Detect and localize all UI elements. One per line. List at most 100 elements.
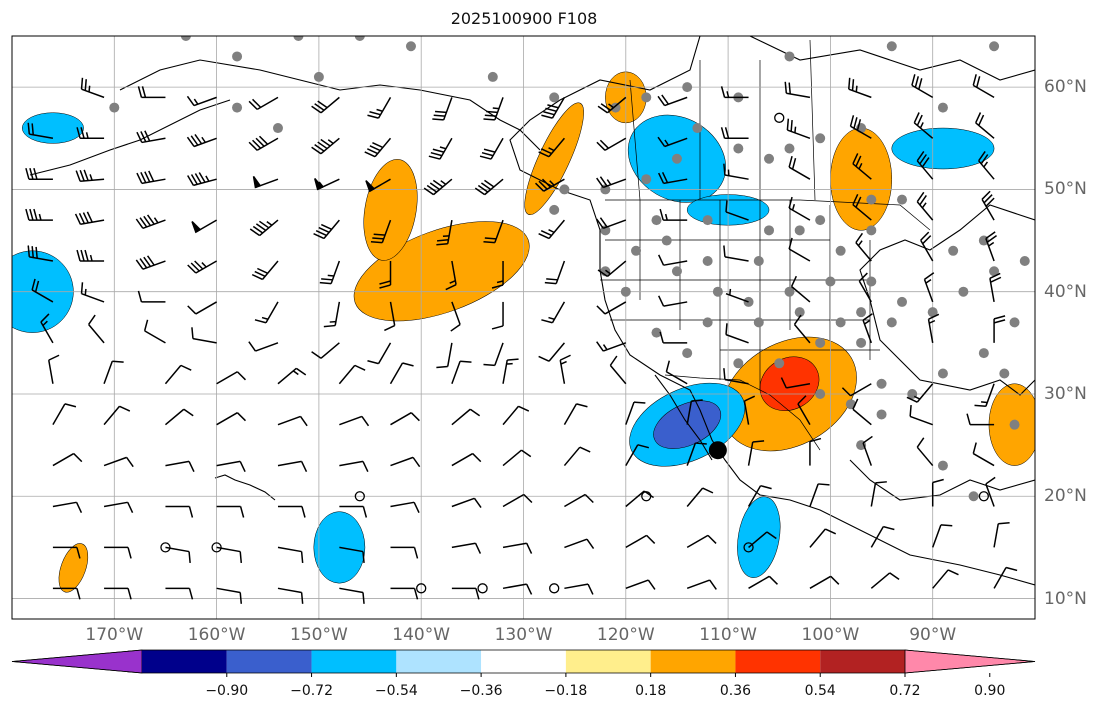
wind-barb [858,272,872,303]
station-dot [937,368,948,379]
station-dot [682,348,693,359]
wind-barb [491,301,504,330]
wind-barb [339,460,369,473]
station-dot [784,143,795,154]
wind-barb [852,153,872,180]
wind-barb [993,566,1018,589]
wind-barb [451,542,482,554]
wind-barb [502,358,519,384]
wind-barb [164,364,192,385]
wind-barb [390,456,421,468]
wind-barb [319,260,341,285]
latitude-label: 50°N [1044,179,1087,200]
wind-barb [483,219,504,244]
wind-barb [277,415,308,427]
wind-barb [164,408,194,426]
latitude-label: 30°N [1044,383,1087,404]
wind-barb [985,476,996,507]
colorbar-tick-label: −0.90 [205,683,249,699]
wind-barb [143,319,166,344]
wind-barb [848,77,872,99]
wind-barb [564,493,594,508]
station-dot [702,256,713,267]
wind-barb [931,478,944,507]
wind-barb [502,493,533,508]
colorbar-extend-high [904,649,1036,674]
wind-barb [216,371,247,385]
wind-barb [790,275,811,303]
station-dot [948,245,959,256]
calm-circle [211,542,222,553]
station-dot [764,153,775,164]
station-dot [794,307,805,318]
wind-barb [389,362,414,385]
station-dot [774,358,785,369]
latitude-label: 40°N [1044,281,1087,302]
station-dot [631,245,642,256]
station-dot [876,378,887,389]
gridlines-layer [12,36,1035,619]
political-borders-layer [600,39,931,451]
wind-barb [136,170,166,185]
station-dot [794,225,805,236]
station-dot [866,276,877,287]
wind-barb [502,542,533,554]
wind-barb [445,260,457,291]
wind-barb [187,301,217,315]
station-dot [109,102,120,113]
colorbar-extend-low [11,649,143,674]
wind-barb [135,214,166,230]
wind-barb [52,403,77,426]
wind-barb [27,245,54,262]
wind-barb [855,232,872,262]
wind-barb [27,122,54,140]
wind-barb [870,525,895,548]
station-dot [815,337,826,348]
wind-barb [538,219,565,240]
wind-barb [76,249,105,262]
wind-barb [916,191,934,221]
station-dot [232,51,243,62]
wind-barb [339,415,370,427]
wind-barb [720,86,749,99]
wind-barb [25,167,53,180]
colorbar-segment [396,650,482,673]
colorbar-segment [142,650,227,673]
wind-barb [104,587,132,600]
wind-barb [743,395,756,425]
wind-barb [216,546,243,563]
station-dot [651,215,662,226]
coastline-gulf [849,459,1035,501]
wind-barb [384,301,396,332]
longitude-label: 150°W [290,625,348,645]
wind-barb [596,137,627,151]
station-dot [835,317,846,328]
wind-barb [596,301,627,315]
colorbar-segment [650,650,736,673]
station-dot [886,41,897,52]
wind-barb [277,367,307,385]
station-dot [702,317,713,328]
station-dot [753,256,764,267]
longitude-label: 130°W [494,625,553,645]
longitude-label: 110°W [699,625,757,645]
wind-barb [841,383,872,397]
wind-barb [367,96,392,119]
wind-barb [993,521,1010,548]
wind-barb [248,341,279,352]
station-dot [671,266,682,277]
wind-barb [625,444,650,466]
wind-barb [723,368,749,385]
wind-barb [544,260,566,285]
coastline-canada-arctic [749,36,1035,81]
wind-barb [451,587,480,600]
wind-barb [187,260,217,274]
wind-barb [491,261,504,289]
wind-barb [451,408,481,426]
wind-barb [186,95,217,107]
wind-barb [165,460,195,473]
station-dot [1019,256,1030,267]
wind-barb [975,112,995,139]
colorbar-tick-label: 0.18 [635,683,667,699]
